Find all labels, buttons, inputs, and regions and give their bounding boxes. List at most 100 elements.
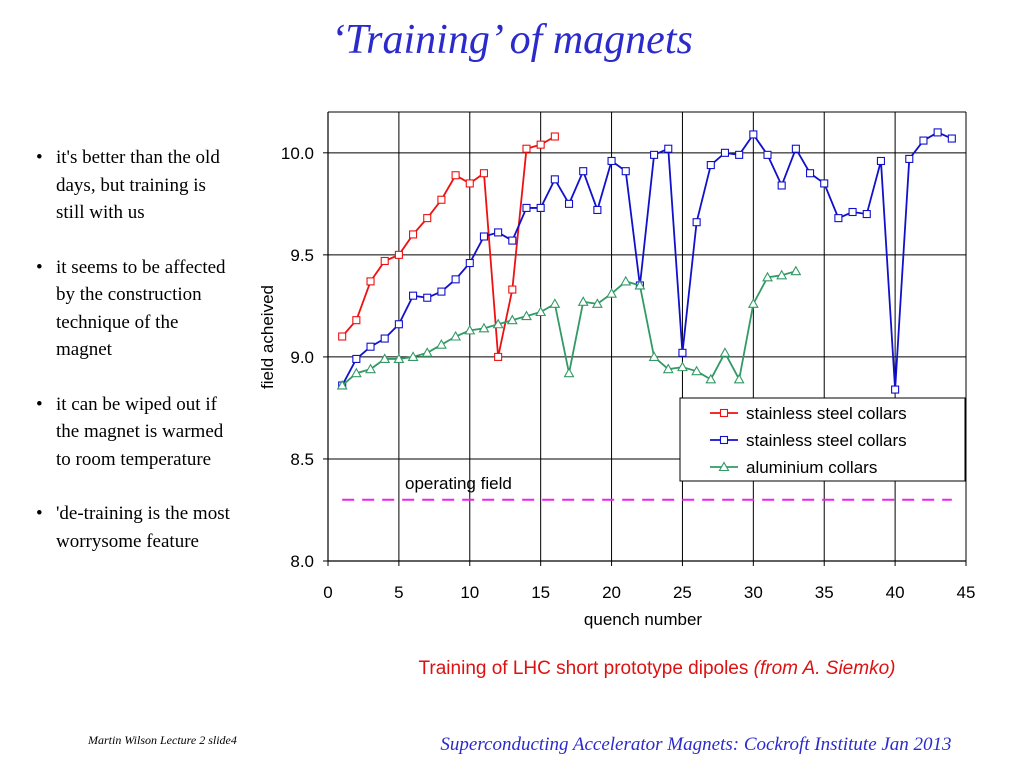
data-point <box>834 214 843 223</box>
data-point <box>650 150 659 159</box>
data-point <box>479 169 489 178</box>
data-point <box>733 373 745 384</box>
data-point <box>691 365 703 376</box>
x-axis-label: quench number <box>584 610 702 629</box>
data-point <box>791 144 800 153</box>
data-point <box>805 169 815 178</box>
legend-entry: stainless steel collars <box>746 404 907 423</box>
data-point <box>394 250 403 259</box>
data-point <box>393 353 405 364</box>
data-point <box>550 132 559 141</box>
data-point <box>735 150 744 159</box>
data-point <box>423 214 432 223</box>
series-line <box>341 135 556 358</box>
y-axis-label: field acheived <box>258 285 277 389</box>
plot-area <box>328 112 966 561</box>
data-point <box>606 288 617 298</box>
data-point <box>677 361 688 372</box>
data-point <box>692 218 701 227</box>
data-point <box>494 352 503 361</box>
data-point <box>564 199 574 208</box>
x-tick-label: 30 <box>744 583 763 602</box>
data-point <box>423 293 432 302</box>
data-point <box>522 203 531 212</box>
data-point <box>577 296 589 306</box>
data-point <box>407 351 419 361</box>
x-tick-label: 20 <box>602 583 621 602</box>
bullet-list: it's better than the old days, but train… <box>36 144 231 582</box>
bullet-item: it seems to be affected by the construct… <box>36 254 231 364</box>
footer-lecture: Martin Wilson Lecture 2 slide4 <box>88 733 237 747</box>
data-point <box>820 179 829 188</box>
data-point <box>352 354 361 364</box>
data-point <box>705 373 717 384</box>
data-point <box>450 330 462 341</box>
data-point <box>720 148 730 157</box>
data-point <box>591 298 603 308</box>
slide-title: ‘Training’ of magnets <box>331 17 693 63</box>
data-point <box>479 232 489 241</box>
data-point <box>662 363 674 374</box>
data-point <box>366 342 375 351</box>
legend-entry: stainless steel collars <box>746 431 907 450</box>
bullet-item: it's better than the old days, but train… <box>36 144 231 227</box>
data-point <box>379 353 391 364</box>
data-point <box>762 271 773 282</box>
data-point <box>394 320 403 329</box>
data-point <box>763 150 772 159</box>
data-point <box>380 256 389 266</box>
data-point <box>563 367 575 378</box>
data-point <box>862 209 871 219</box>
bullet-item: it can be wiped out if the magnet is war… <box>36 391 231 474</box>
data-point <box>719 347 731 357</box>
data-point <box>848 207 857 217</box>
y-tick-label: 9.5 <box>290 246 314 265</box>
x-tick-label: 40 <box>886 583 905 602</box>
data-point <box>718 461 730 472</box>
x-tick-label: 5 <box>394 583 403 602</box>
data-point <box>336 379 348 390</box>
training-chart: 0 5 10 15 20 25 30 35 40 45 8.0 8.5 9.0 9.5 10.0 stain… <box>258 111 976 629</box>
data-point <box>365 363 376 374</box>
y-tick-label: 10.0 <box>281 144 314 163</box>
data-point <box>933 128 942 137</box>
x-tick-label: 45 <box>957 583 976 602</box>
data-point <box>919 136 928 145</box>
x-tick-label: 10 <box>460 583 479 602</box>
data-point <box>747 298 759 308</box>
data-point <box>536 203 545 212</box>
data-point <box>409 230 418 239</box>
legend-entry: aluminium collars <box>746 458 877 477</box>
y-tick-label: 9.0 <box>290 348 314 367</box>
data-point <box>634 279 646 290</box>
data-point <box>421 347 433 357</box>
data-point <box>947 134 956 143</box>
data-point <box>350 367 362 378</box>
data-point <box>478 322 490 333</box>
data-point <box>891 385 900 394</box>
data-point <box>521 310 532 321</box>
data-point <box>776 269 788 280</box>
x-tick-label: 35 <box>815 583 834 602</box>
series-2 <box>336 265 802 390</box>
data-point <box>508 285 517 294</box>
y-tick-label: 8.0 <box>290 552 314 571</box>
data-point <box>790 265 802 276</box>
x-tick-label: 0 <box>323 583 332 602</box>
data-point <box>366 277 375 286</box>
data-point <box>494 228 503 237</box>
data-point <box>607 156 616 166</box>
data-point <box>465 258 474 268</box>
data-point <box>338 332 347 341</box>
data-point <box>380 334 389 343</box>
bullet-item: 'de-training is the most worrysome featu… <box>36 500 231 555</box>
data-point <box>719 435 729 445</box>
chart-caption: Training of LHC short prototype dipoles … <box>300 658 1014 680</box>
data-point <box>550 175 559 184</box>
data-point <box>492 318 504 329</box>
data-point <box>352 316 361 325</box>
data-point <box>648 351 660 361</box>
data-point <box>435 339 447 349</box>
x-tick-label: 15 <box>531 583 550 602</box>
data-point <box>508 236 517 245</box>
